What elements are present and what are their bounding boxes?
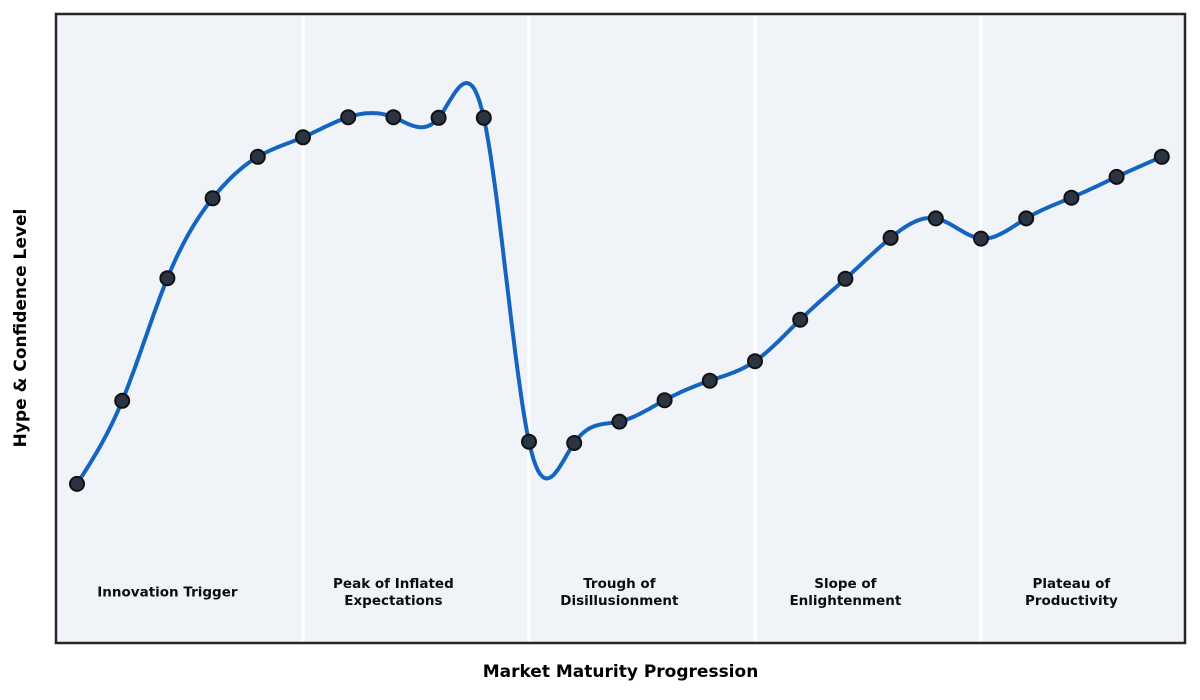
data-point-marker (566, 435, 583, 451)
phase-label: Peak of Inflated Expectations (333, 576, 454, 609)
data-point-marker (747, 353, 763, 370)
phase-label: Slope of Enlightenment (789, 576, 901, 609)
data-point-marker (69, 475, 85, 492)
data-point-marker (1063, 189, 1080, 206)
data-point-marker (249, 148, 266, 165)
data-point-marker (475, 109, 492, 126)
data-point-marker (973, 230, 989, 247)
data-point-marker (521, 433, 537, 450)
phase-label: Trough of Disillusionment (560, 576, 679, 609)
data-point-marker (204, 190, 221, 207)
data-point-marker (792, 311, 809, 328)
phase-label: Innovation Trigger (97, 584, 238, 600)
data-point-marker (340, 109, 357, 126)
data-point-marker (837, 270, 854, 287)
data-point-marker (927, 210, 944, 227)
data-points (69, 109, 1170, 492)
phase-dividers (301, 15, 983, 642)
data-point-marker (1108, 168, 1125, 185)
data-point-marker (611, 413, 628, 430)
data-point-marker (385, 109, 402, 126)
data-point-marker (114, 392, 131, 409)
x-axis-label: Market Maturity Progression (482, 662, 759, 682)
phase-label: Plateau of Productivity (1025, 576, 1118, 609)
plot-background (56, 14, 1185, 643)
data-point-marker (656, 392, 673, 409)
data-point-marker (159, 270, 176, 287)
data-point-marker (430, 109, 447, 126)
data-point-marker (882, 229, 899, 246)
phase-labels: Innovation Trigger Peak of Inflated Expect… (97, 576, 1118, 609)
data-point-marker (1153, 148, 1170, 165)
data-point-marker (701, 372, 718, 389)
data-point-marker (1018, 210, 1035, 227)
plot-frame (54, 12, 1187, 645)
data-point-marker (295, 129, 311, 146)
